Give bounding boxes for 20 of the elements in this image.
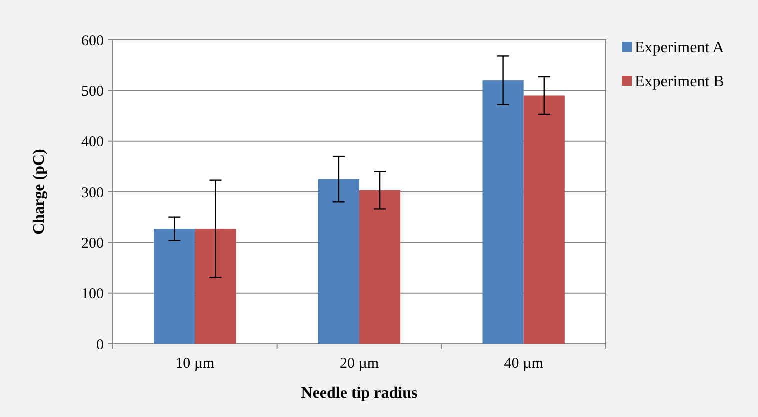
bar	[195, 228, 236, 344]
y-tick-label: 100	[82, 286, 104, 303]
bar	[524, 96, 565, 344]
bar	[482, 80, 524, 344]
y-tick-label: 0	[96, 337, 104, 354]
y-tick-label: 200	[82, 236, 104, 252]
legend-label: Experiment B	[635, 74, 724, 91]
bar	[360, 190, 401, 344]
y-tick-label: 400	[82, 134, 104, 151]
x-tick-label: 40 µm	[504, 356, 544, 372]
y-tick-label: 500	[82, 84, 104, 100]
x-axis-title: Needle tip radius	[301, 385, 418, 402]
bar	[318, 179, 360, 344]
x-tick-label: 20 µm	[340, 356, 380, 372]
y-tick-label: 600	[82, 33, 104, 50]
legend-label: Experiment A	[635, 40, 725, 57]
x-tick-label: 10 µm	[176, 356, 216, 372]
y-axis-title: Charge (pC)	[31, 149, 48, 235]
bar	[154, 228, 196, 344]
y-tick-label: 300	[82, 185, 104, 202]
